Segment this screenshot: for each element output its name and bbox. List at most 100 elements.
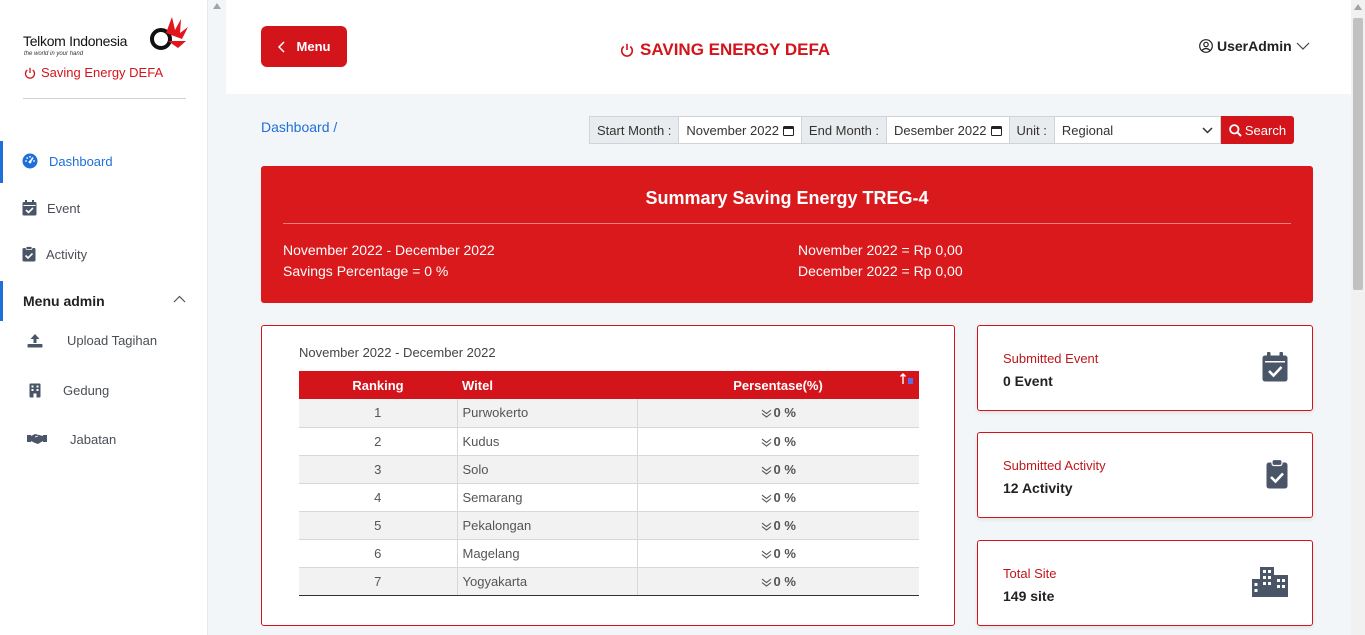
sidebar-scrollbar[interactable] (208, 0, 226, 635)
table-row: 5 Pekalongan 0 % (299, 511, 919, 540)
unit-label: Unit : (1009, 116, 1055, 144)
double-chevron-down-icon (761, 550, 771, 559)
cell-witel: Yogyakarta (456, 567, 638, 596)
menu-button[interactable]: Menu (261, 26, 347, 67)
cell-persentase-value: 0 % (773, 461, 796, 477)
section-label: Menu admin (23, 293, 105, 309)
column-header-witel[interactable]: Witel (457, 371, 637, 399)
calendar-check-icon (1262, 352, 1288, 382)
scroll-up-arrow-icon[interactable] (213, 3, 221, 9)
column-header-label: Persentase(%) (733, 377, 823, 393)
sidebar-item-dashboard[interactable]: Dashboard (0, 141, 207, 183)
page-scrollbar[interactable] (1351, 0, 1365, 635)
calendar-check-icon (21, 200, 37, 216)
table-row: 6 Magelang 0 % (299, 539, 919, 568)
cell-persentase: 0 % (637, 511, 919, 540)
app-name: Saving Energy DEFA (24, 65, 163, 80)
building-icon (27, 382, 43, 398)
search-button[interactable]: Search (1220, 116, 1295, 144)
column-header-persentase[interactable]: Persentase(%) (637, 371, 919, 399)
stat-value: 149 site (1003, 588, 1055, 604)
summary-month-2: December 2022 = Rp 0,00 (798, 263, 963, 279)
user-name: UserAdmin (1217, 38, 1292, 54)
user-menu[interactable]: UserAdmin (1199, 38, 1310, 54)
cell-rank: 7 (299, 567, 457, 596)
cell-persentase: 0 % (637, 483, 919, 512)
calendar-icon[interactable] (990, 125, 1002, 136)
breadcrumb[interactable]: Dashboard / (261, 119, 338, 135)
chevron-down-icon (1296, 42, 1310, 50)
page-title-text: SAVING ENERGY DEFA (640, 40, 831, 59)
cell-witel: Kudus (456, 427, 638, 456)
company-tagline: the world in your hand (24, 51, 84, 57)
chevron-down-icon (1202, 126, 1213, 134)
sidebar: Telkom Indonesia the world in your hand … (0, 0, 208, 635)
scroll-up-arrow-icon[interactable] (1354, 4, 1362, 10)
sidebar-item-activity[interactable]: Activity (0, 234, 207, 274)
double-chevron-down-icon (761, 494, 771, 503)
sidebar-item-gedung[interactable]: Gedung (0, 370, 207, 410)
start-month-input[interactable]: November 2022 (679, 116, 802, 144)
dashboard-gauge-icon (22, 153, 38, 169)
upload-icon (27, 332, 43, 348)
page-title: SAVING ENERGY DEFA (620, 40, 830, 60)
scrollbar-thumb[interactable] (1353, 18, 1363, 290)
double-chevron-down-icon (761, 466, 771, 475)
chevron-up-icon (173, 295, 186, 303)
chevron-left-icon (277, 40, 285, 53)
sort-icon[interactable] (899, 372, 915, 385)
sidebar-item-jabatan[interactable]: Jabatan (0, 419, 207, 459)
summary-period: November 2022 - December 2022 (283, 242, 495, 258)
summary-panel: Summary Saving Energy TREG-4 November 20… (261, 166, 1313, 303)
telkom-logo-icon (150, 17, 188, 50)
calendar-icon[interactable] (782, 125, 794, 136)
unit-select[interactable]: Regional (1054, 116, 1221, 144)
unit-select-value: Regional (1061, 122, 1114, 138)
sidebar-section-menu-admin[interactable]: Menu admin (0, 281, 207, 321)
cell-witel: Purwokerto (456, 399, 638, 428)
stat-card-submitted-activity[interactable]: Submitted Activity 12 Activity (977, 432, 1313, 518)
cell-persentase-value: 0 % (773, 405, 796, 421)
stat-label: Submitted Activity (1003, 458, 1106, 473)
summary-month-1: November 2022 = Rp 0,00 (798, 242, 963, 258)
ranking-period: November 2022 - December 2022 (299, 345, 496, 360)
cell-persentase-value: 0 % (773, 573, 796, 589)
start-month-value: November 2022 (686, 122, 779, 138)
table-row: 2 Kudus 0 % (299, 427, 919, 456)
city-buildings-icon (1252, 567, 1288, 597)
sidebar-item-label: Upload Tagihan (67, 332, 158, 348)
cell-persentase: 0 % (637, 455, 919, 484)
cell-rank: 3 (299, 455, 457, 484)
company-name: Telkom Indonesia (23, 33, 128, 49)
cell-persentase: 0 % (637, 399, 919, 428)
start-month-label: Start Month : (589, 116, 680, 144)
power-icon (24, 67, 36, 79)
handshake-icon (27, 431, 47, 447)
sidebar-item-label: Event (47, 200, 81, 216)
sidebar-item-upload-tagihan[interactable]: Upload Tagihan (0, 320, 207, 360)
filter-bar: Start Month : November 2022 End Month : … (589, 116, 1295, 144)
cell-rank: 2 (299, 427, 457, 456)
cell-witel: Semarang (456, 483, 638, 512)
app-name-text: Saving Energy DEFA (41, 65, 164, 80)
double-chevron-down-icon (761, 522, 771, 531)
stat-card-total-site[interactable]: Total Site 149 site (977, 540, 1313, 626)
table-row: 7 Yogyakarta 0 % (299, 567, 919, 596)
cell-rank: 4 (299, 483, 457, 512)
double-chevron-down-icon (761, 438, 771, 447)
power-icon (620, 43, 634, 57)
menu-button-label: Menu (296, 39, 331, 54)
column-header-ranking[interactable]: Ranking (299, 371, 457, 399)
ranking-card: November 2022 - December 2022 Ranking Wi… (261, 325, 955, 626)
stat-label: Total Site (1003, 566, 1057, 581)
search-button-label: Search (1244, 122, 1287, 138)
sidebar-item-event[interactable]: Event (0, 188, 207, 228)
double-chevron-down-icon (761, 578, 771, 587)
stat-card-submitted-event[interactable]: Submitted Event 0 Event (977, 325, 1313, 411)
clipboard-check-icon (1266, 459, 1288, 489)
end-month-input[interactable]: Desember 2022 (887, 116, 1010, 144)
stat-value: 12 Activity (1003, 480, 1073, 496)
end-month-value: Desember 2022 (894, 122, 987, 138)
cell-rank: 6 (299, 539, 457, 568)
double-chevron-down-icon (761, 409, 771, 419)
